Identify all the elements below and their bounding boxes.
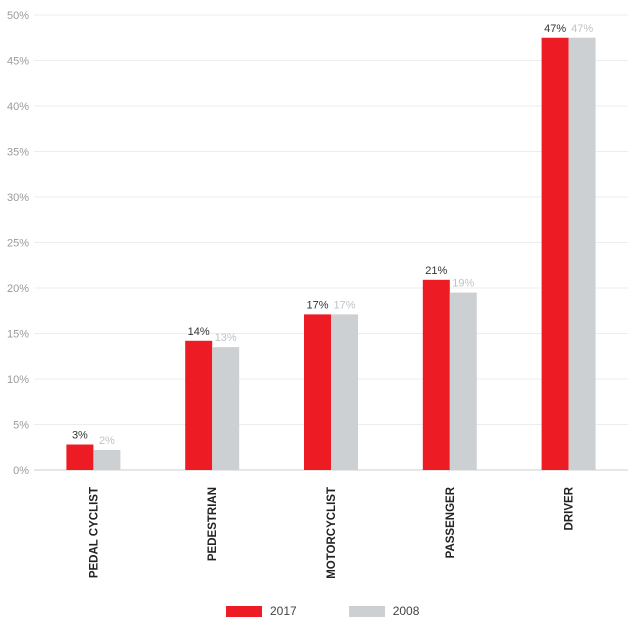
bar-2008-pedal-cyclist xyxy=(93,449,121,470)
data-label: 17% xyxy=(306,299,328,311)
y-tick-label: 25% xyxy=(7,238,29,250)
legend-label-2008: 2008 xyxy=(392,604,420,618)
bar-2017-motorcyclist xyxy=(304,314,331,470)
y-tick-label: 50% xyxy=(7,10,29,22)
category-labels: PEDAL CYCLIST PEDESTRIAN MOTORCYCLIST PASSE… xyxy=(88,486,575,578)
legend-swatch-2017 xyxy=(226,605,262,617)
bar-2017-driver xyxy=(541,37,569,470)
bar-2008-passenger xyxy=(449,292,477,470)
legend: 2017 2008 xyxy=(226,604,471,618)
y-tick-label: 0% xyxy=(13,465,29,477)
y-axis-ticks: 0% 5% 10% 15% 20% 25% 30% 35% 40% 45% 50% xyxy=(7,10,29,477)
y-tick-label: 35% xyxy=(7,147,29,159)
y-tick-label: 5% xyxy=(13,420,29,432)
bar-2017-pedal-cyclist xyxy=(66,444,94,470)
legend-swatch-2008 xyxy=(348,605,385,617)
data-label: 47% xyxy=(544,23,566,35)
data-label: 19% xyxy=(452,278,474,290)
data-label: 14% xyxy=(188,326,210,338)
bar-2008-pedestrian xyxy=(212,347,240,470)
y-tick-label: 20% xyxy=(7,283,29,295)
data-label: 17% xyxy=(333,299,355,311)
data-label: 3% xyxy=(72,430,88,442)
bar-2017-passenger xyxy=(422,279,450,470)
gridlines xyxy=(34,14,628,471)
data-label: 13% xyxy=(215,332,237,344)
bar-2008-driver xyxy=(568,37,596,470)
category-label: PASSENGER xyxy=(445,486,457,558)
category-label: MOTORCYCLIST xyxy=(326,487,338,579)
category-label: PEDAL CYCLIST xyxy=(88,487,100,578)
bars xyxy=(66,37,596,470)
legend-item-2008: 2008 xyxy=(348,604,420,618)
category-label: DRIVER xyxy=(564,486,576,530)
bar-2017-pedestrian xyxy=(185,340,213,470)
y-tick-label: 10% xyxy=(7,374,29,386)
bar-chart: 0% 5% 10% 15% 20% 25% 30% 35% 40% 45% 50% 3% 2% 14% 1… xyxy=(7,10,628,579)
legend-label-2017: 2017 xyxy=(270,604,297,618)
data-label: 21% xyxy=(425,265,447,277)
y-tick-label: 30% xyxy=(7,192,29,204)
data-label: 47% xyxy=(571,23,593,35)
data-labels: 3% 2% 14% 13% 17% 17% 21% 19% 47% 47% xyxy=(72,23,593,447)
bar-2008-motorcyclist xyxy=(331,314,358,470)
y-tick-label: 40% xyxy=(7,101,29,113)
legend-item-2017: 2017 xyxy=(226,604,297,618)
category-label: PEDESTRIAN xyxy=(207,487,219,561)
y-tick-label: 15% xyxy=(7,329,29,341)
data-label: 2% xyxy=(99,435,115,447)
y-tick-label: 45% xyxy=(7,56,29,68)
